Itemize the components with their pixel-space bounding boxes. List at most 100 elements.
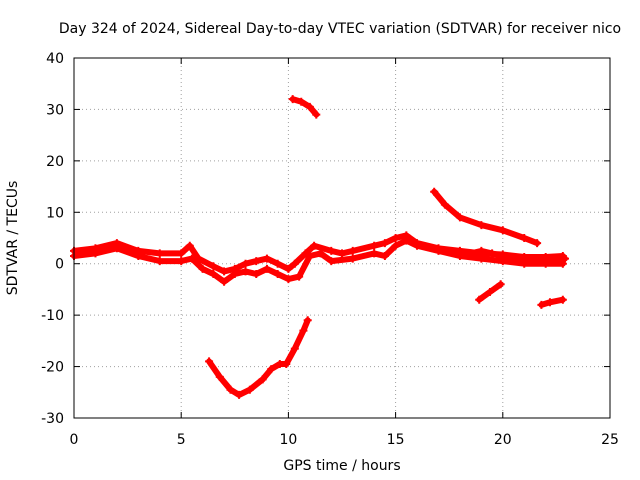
data-point <box>303 316 312 325</box>
data-point <box>112 244 121 253</box>
series-cluster-right <box>467 247 568 265</box>
data-point <box>370 249 379 258</box>
data-series <box>70 95 569 399</box>
data-point <box>498 226 507 235</box>
data-point <box>498 252 507 260</box>
data-point <box>348 246 357 255</box>
series-main-band-upper <box>71 232 566 275</box>
data-point <box>245 385 254 394</box>
plot-frame <box>73 57 611 419</box>
data-point <box>477 246 486 255</box>
data-point <box>284 275 293 284</box>
y-tick-label: 10 <box>46 205 64 221</box>
data-point <box>348 254 357 263</box>
data-point <box>185 241 194 250</box>
data-point <box>209 262 218 271</box>
data-point <box>541 254 550 263</box>
data-point <box>273 259 282 268</box>
data-point <box>284 264 293 273</box>
data-point <box>290 259 299 268</box>
data-point <box>402 236 411 245</box>
data-point <box>338 249 346 258</box>
data-point <box>301 249 310 258</box>
data-point <box>520 254 529 263</box>
x-tick-label: 20 <box>494 432 512 448</box>
data-point <box>252 257 261 266</box>
y-axis-label: SDTVAR / TECUs <box>5 181 21 296</box>
data-point <box>434 246 443 255</box>
data-point <box>380 239 389 248</box>
data-point <box>290 344 299 353</box>
data-point <box>282 360 291 368</box>
data-point <box>177 249 186 258</box>
data-point <box>496 280 505 289</box>
data-point <box>485 288 494 296</box>
data-point <box>198 264 207 273</box>
data-point <box>209 270 218 278</box>
data-point <box>327 257 336 266</box>
y-tick-label: -20 <box>41 360 64 376</box>
data-point <box>391 234 400 242</box>
data-point <box>295 272 304 281</box>
series-arc-high <box>289 96 320 118</box>
y-tick-label: 40 <box>46 51 64 67</box>
data-point <box>430 187 439 196</box>
data-point <box>370 241 379 250</box>
data-point <box>305 252 314 260</box>
data-point <box>466 249 475 258</box>
data-point <box>220 277 229 286</box>
data-point <box>258 375 267 384</box>
data-point <box>327 246 336 255</box>
data-point <box>220 267 229 276</box>
data-point <box>252 270 261 278</box>
y-tick-label: -10 <box>41 308 64 324</box>
data-point <box>560 254 569 263</box>
data-point <box>230 270 239 278</box>
data-point <box>262 254 271 263</box>
data-point <box>299 326 308 335</box>
axes: 0 5 10 15 20 25 -30 -20 -10 0 10 20 30 40 <box>41 51 619 448</box>
data-point <box>177 257 186 266</box>
y-tick-label: 20 <box>46 154 64 170</box>
data-point <box>477 254 486 263</box>
x-tick-label: 10 <box>279 432 297 448</box>
data-point <box>509 254 518 263</box>
data-point <box>488 249 497 258</box>
series-arc-valley <box>206 317 311 398</box>
data-point <box>134 252 143 260</box>
data-point <box>267 365 276 374</box>
data-point <box>288 95 297 104</box>
data-point <box>558 295 567 304</box>
data-point <box>440 200 449 209</box>
data-point <box>455 252 464 260</box>
data-point <box>310 241 319 250</box>
data-point <box>552 257 561 266</box>
y-tick-label: 30 <box>46 102 64 118</box>
data-point <box>475 295 484 304</box>
data-point <box>273 270 282 278</box>
data-point <box>187 254 196 263</box>
y-tick-label: 0 <box>55 257 64 273</box>
data-point <box>380 252 389 260</box>
data-point <box>520 234 529 242</box>
series-arc-evening <box>431 188 541 247</box>
x-tick-label: 25 <box>601 432 619 448</box>
data-point <box>537 300 546 309</box>
data-point <box>205 357 214 366</box>
data-point <box>297 97 306 106</box>
x-tick-label: 15 <box>387 432 405 448</box>
data-point <box>262 264 271 273</box>
data-point <box>155 257 164 266</box>
x-tick-label: 5 <box>177 432 186 448</box>
data-point <box>155 249 164 258</box>
data-point <box>477 221 486 230</box>
x-tick-label: 0 <box>70 432 79 448</box>
data-point <box>545 298 554 307</box>
data-point <box>91 249 100 258</box>
data-point <box>235 390 244 399</box>
y-tick-label: -30 <box>41 411 64 427</box>
data-point <box>226 385 235 394</box>
data-point <box>241 267 250 276</box>
data-point <box>312 110 321 119</box>
